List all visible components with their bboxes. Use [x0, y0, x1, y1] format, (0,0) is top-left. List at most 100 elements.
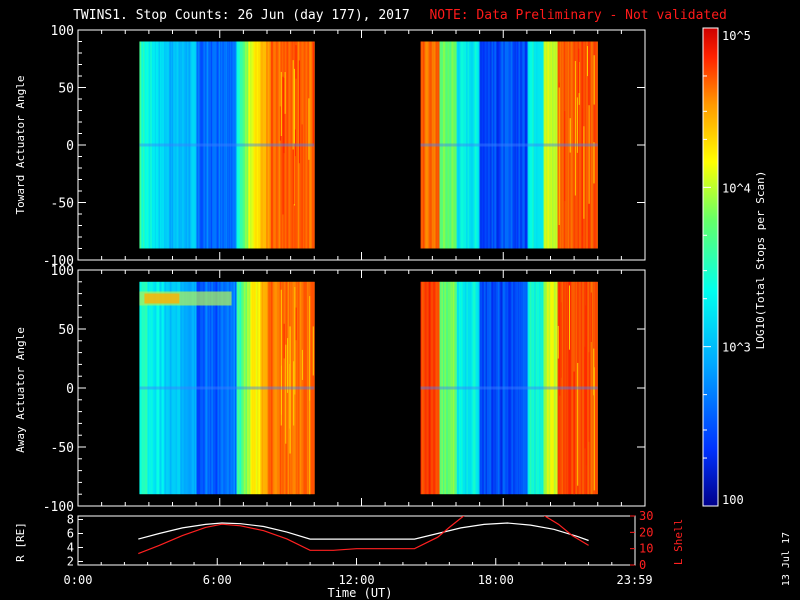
toward-heat-column: [149, 41, 151, 249]
toward-heat-column: [186, 41, 188, 249]
toward-heat-column: [313, 41, 315, 249]
toward-heat-column: [579, 41, 581, 249]
away-heat-column: [199, 281, 201, 495]
away-heat-column: [311, 281, 313, 495]
toward-heat-column: [524, 41, 526, 249]
away-heat-column: [153, 281, 155, 495]
away-heat-column: [427, 281, 429, 495]
toward-heat-column: [589, 41, 591, 249]
away-heat-column: [261, 281, 263, 495]
away-heat-column: [140, 281, 142, 495]
toward-heat-column: [439, 41, 441, 249]
toward-heat-column: [171, 41, 173, 249]
away-heat-column: [443, 281, 445, 495]
away-heat-column: [203, 281, 205, 495]
away-heat-column: [587, 281, 589, 495]
toward-heat-column: [139, 41, 141, 249]
away-heat-column: [429, 281, 431, 495]
away-heat-column: [526, 281, 528, 495]
away-heat-column: [530, 281, 532, 495]
away-heat-column: [492, 281, 494, 495]
away-heat-column: [156, 281, 158, 495]
away-heat-column: [476, 281, 478, 495]
away-heat-column: [436, 281, 438, 495]
toward-heat-column: [534, 41, 536, 249]
away-heat-column: [278, 281, 280, 495]
away-heat-column: [194, 281, 196, 495]
away-heat-column: [249, 281, 251, 495]
away-heat-column: [171, 281, 173, 495]
toward-heat-column: [214, 41, 216, 249]
away-heat-column: [544, 281, 546, 495]
colorbar-tick-label: 100: [722, 493, 744, 507]
toward-heat-column: [231, 41, 233, 249]
colorbar-label: LOG10(Total Stops per Scan): [754, 171, 767, 350]
away-heat-column: [461, 281, 463, 495]
toward-heat-column: [594, 41, 596, 249]
away-heat-column: [464, 281, 466, 495]
away-heat-column: [178, 281, 180, 495]
away-heat-column: [298, 281, 300, 495]
toward-heat-column: [513, 41, 515, 249]
away-heat-column: [265, 281, 267, 495]
away-heat-column: [283, 281, 285, 495]
toward-heat-column: [273, 41, 275, 249]
chart-title: TWINS1. Stop Counts: 26 Jun (day 177), 2…: [0, 8, 800, 23]
away-heat-column: [237, 281, 239, 495]
away-heat-column: [435, 281, 437, 495]
toward-heat-column: [584, 41, 586, 249]
toward-heat-column: [169, 41, 171, 249]
away-heat-column: [522, 281, 524, 495]
toward-heat-column: [512, 41, 514, 249]
toward-heat-column: [162, 41, 164, 249]
away-heat-column: [239, 281, 241, 495]
away-ytick-label: -50: [51, 441, 74, 456]
away-heat-column: [189, 281, 191, 495]
toward-heat-column: [432, 41, 434, 249]
toward-heat-column: [198, 41, 200, 249]
toward-heat-column: [587, 41, 589, 249]
away-heat-column: [490, 281, 492, 495]
toward-heat-column: [561, 41, 563, 249]
away-heat-column: [291, 281, 293, 495]
away-heat-column: [205, 281, 207, 495]
away-heat-column: [162, 281, 164, 495]
toward-heat-column: [431, 41, 433, 249]
away-heat-column: [195, 281, 197, 495]
toward-heat-column: [232, 41, 234, 249]
away-heat-column: [516, 281, 518, 495]
toward-heat-column: [250, 41, 252, 249]
away-heat-column: [299, 281, 301, 495]
toward-heat-column: [256, 41, 258, 249]
orbit-frame: [77, 515, 636, 566]
toward-heat-column: [254, 41, 256, 249]
toward-heat-column: [217, 41, 219, 249]
away-heat-column: [190, 281, 192, 495]
toward-heat-column: [177, 41, 179, 249]
away-heat-column: [475, 281, 477, 495]
away-heatmap: [139, 281, 598, 495]
away-heat-column: [177, 281, 179, 495]
toward-heat-column: [170, 41, 172, 249]
away-heat-column: [226, 281, 228, 495]
away-heat-column: [497, 281, 499, 495]
x-tick-label: 0:00: [64, 573, 93, 587]
toward-heat-column: [246, 41, 248, 249]
toward-heat-column: [285, 41, 287, 249]
away-heat-column: [288, 281, 290, 495]
away-heat-column: [442, 281, 444, 495]
away-heat-column: [533, 281, 535, 495]
away-panel: 100 50 0 -50 -100 Away Actuator Angle: [14, 264, 646, 515]
orbit-right-tick-label: 30: [639, 509, 653, 523]
away-heat-column: [539, 281, 541, 495]
away-heat-column: [221, 281, 223, 495]
away-heat-column: [159, 281, 161, 495]
toward-heat-column: [464, 41, 466, 249]
away-heat-column: [303, 281, 305, 495]
away-heat-column: [550, 281, 552, 495]
away-heat-column: [474, 281, 476, 495]
away-heat-column: [216, 281, 218, 495]
away-heat-column: [308, 281, 310, 495]
toward-heat-column: [251, 41, 253, 249]
